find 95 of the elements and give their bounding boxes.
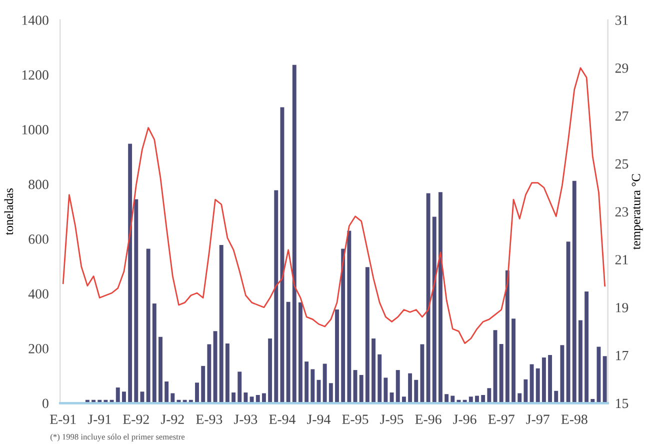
y2-tick-label: 29 (615, 64, 628, 73)
bar (365, 267, 370, 404)
bar (548, 354, 552, 404)
bar (268, 338, 272, 404)
bar (238, 372, 242, 404)
bar (566, 242, 570, 404)
bar (554, 390, 558, 404)
bar (505, 270, 510, 404)
bar (164, 382, 169, 404)
bar (225, 343, 230, 404)
bar (341, 248, 346, 404)
bar (378, 354, 382, 404)
bar (219, 244, 224, 404)
bar (286, 302, 290, 404)
bar (499, 344, 504, 404)
y-tick-label: 400 (28, 289, 48, 299)
y2-tick-label: 25 (615, 159, 628, 169)
bar (298, 302, 302, 404)
bar (274, 190, 278, 404)
x-tick-label: J-94 (307, 414, 330, 424)
bar (146, 248, 150, 404)
bar (512, 318, 516, 404)
x-tick-label: E-96 (415, 414, 442, 424)
bar (207, 344, 212, 404)
x-tick-label: E-98 (561, 414, 588, 424)
bar (414, 380, 418, 404)
y2-tick-label: 19 (616, 302, 628, 312)
y-tick-label: 800 (28, 180, 48, 190)
bar (524, 379, 528, 404)
x-tick-label: E-97 (488, 414, 514, 424)
y2-tick-label: 21 (615, 255, 628, 264)
bar (578, 320, 582, 404)
y2-tick-label: 15 (616, 398, 628, 408)
x-tick-label: E-91 (50, 414, 76, 424)
bar (244, 392, 248, 404)
bar (304, 362, 309, 404)
bar (390, 392, 394, 404)
y-tick-label: 1000 (22, 125, 48, 134)
x-tick-label: J-97 (526, 414, 550, 424)
bar (322, 364, 327, 404)
y-tick-label: 1200 (22, 70, 48, 80)
y2-tick-label: 31 (615, 16, 628, 25)
bar (359, 374, 364, 404)
bar (432, 216, 436, 404)
bar (384, 378, 388, 404)
bar (122, 392, 126, 404)
bar (560, 345, 564, 404)
bar (335, 310, 339, 404)
bar (195, 382, 199, 404)
bar (310, 369, 315, 404)
x-tick-label: J-95 (380, 414, 404, 424)
bar (487, 388, 492, 404)
line-series (62, 67, 606, 344)
y2-tick-label: 27 (615, 111, 628, 121)
bar (542, 357, 546, 404)
y-tick-label: 200 (28, 344, 48, 354)
bar (158, 336, 162, 404)
y-tick-label: 1400 (22, 16, 48, 25)
bar (372, 338, 376, 404)
x-tick-label: E-95 (342, 414, 368, 424)
x-tick-label: J-96 (453, 414, 476, 424)
y-tick-label: 0 (42, 398, 48, 408)
bar (572, 180, 576, 404)
x-tick-label: J-93 (234, 414, 258, 424)
bar (328, 383, 333, 404)
bar (408, 373, 412, 404)
y-tick-label: 600 (28, 234, 48, 244)
x-tick-label: J-91 (88, 414, 111, 424)
bar (420, 344, 424, 404)
bar (438, 192, 442, 404)
bar (232, 392, 236, 404)
y-axis-title: toneladas (4, 188, 14, 236)
bar (584, 291, 589, 404)
x-tick-label: E-94 (269, 414, 296, 424)
x-tick-label: E-93 (196, 414, 222, 424)
bar (201, 366, 206, 404)
bar (152, 304, 156, 404)
bar (396, 370, 400, 404)
bar (530, 364, 534, 404)
x-tick-label: J-92 (160, 414, 184, 424)
bar (426, 193, 430, 404)
bar (444, 394, 449, 404)
bar (280, 107, 284, 404)
y2-tick-label: 23 (615, 207, 628, 217)
bar (134, 199, 138, 404)
bar (347, 230, 352, 404)
x-tick-label: E-92 (123, 414, 149, 424)
bar (292, 64, 296, 404)
bar (116, 388, 120, 404)
y2-tick-label: 17 (616, 350, 628, 360)
y2-axis-title: temperatura °C (632, 174, 643, 250)
bar (128, 144, 132, 404)
text: (*) 1998 incluye sólo el primer semestre (50, 434, 185, 442)
bar (536, 368, 540, 404)
bar (602, 356, 607, 404)
